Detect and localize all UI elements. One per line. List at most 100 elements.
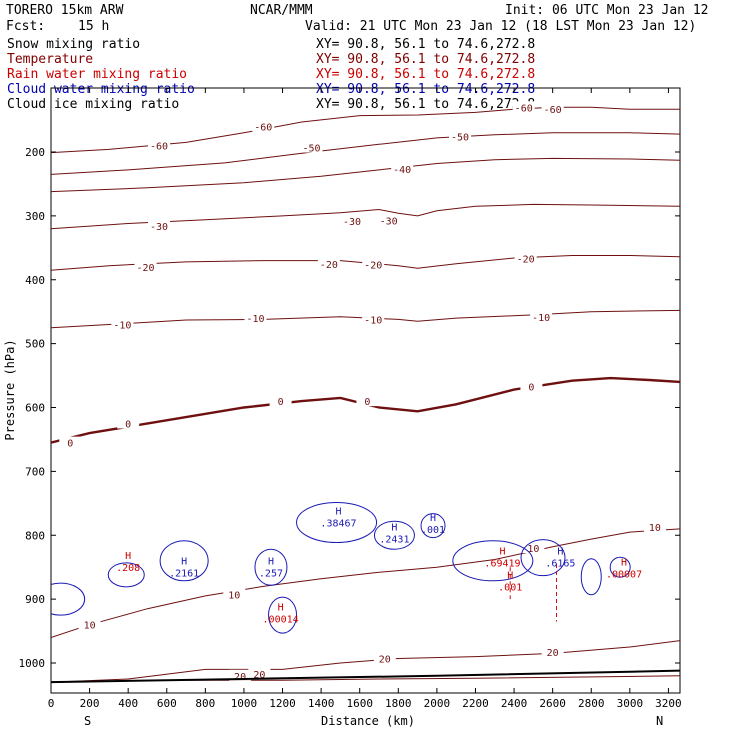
x-tick-label: 2200 [462,697,489,710]
isotherm-label: -10 [246,314,264,325]
x-tick-label: 0 [48,697,55,710]
isotherm-line [51,255,680,271]
legend-cross-section: XY= 90.8, 56.1 to 74.6,272.8 [316,82,535,97]
legend-entry: Rain water mixing ratio [7,67,187,82]
x-tick-label: 400 [118,697,138,710]
x-tick-label: 3200 [655,697,682,710]
x-tick-label: 3000 [617,697,644,710]
y-tick-label: 600 [25,402,45,415]
cloud-contour [107,562,145,588]
y-tick-label: 300 [25,210,45,223]
isotherm-line [51,376,680,444]
isotherm-label: 0 [278,397,284,408]
y-tick-label: 900 [25,593,45,606]
isotherm-label: -20 [320,260,338,271]
legend-entry: Snow mixing ratio [7,37,140,52]
legend-entry: Cloud ice mixing ratio [7,97,179,112]
isotherm-label: -30 [150,222,168,233]
isotherm-label: 10 [84,621,96,632]
fcst-label: Fcst: [6,19,45,34]
max-marker: H [125,551,131,562]
cloud-contour [51,582,86,616]
legend-cross-section: XY= 90.8, 56.1 to 74.6,272.8 [316,52,535,67]
axes: 0 200 400 600 800 1000 1200 1400 1600 1800 2000 220… [19,88,682,710]
x-tick-label: 1200 [269,697,296,710]
max-marker: H [557,547,563,558]
isotherm-label: 0 [125,419,131,430]
cloud-contour [580,558,602,596]
isotherm-line [51,528,680,638]
isotherm-line [51,309,680,329]
cloud-contour [609,556,631,578]
x-tick-label: 800 [195,697,215,710]
cloud-contour [520,539,566,577]
max-value-label: .257 [259,568,283,579]
isotherm-line [51,106,680,154]
fcst-value: 15 h [78,19,109,34]
max-value-label: .001 [498,582,522,593]
isotherm-label: 20 [547,648,559,659]
x-tick-label: 1000 [231,697,258,710]
isotherm-label: 10 [228,591,240,602]
legend-cross-section: XY= 90.8, 56.1 to 74.6,272.8 [316,67,535,82]
isotherm-label: -30 [343,217,361,228]
isotherm-label: 20 [253,670,265,681]
isotherm-label: 0 [528,382,534,393]
legend-cross-section: XY= 90.8, 56.1 to 74.6,272.8 [316,97,535,112]
cloud-contour [159,540,209,582]
max-value-label: .2161 [169,568,199,579]
max-marker: H [507,570,513,581]
max-value-label: .6165 [545,559,575,570]
max-value-label: .208 [116,563,140,574]
y-axis-label: Pressure (hPa) [3,339,17,440]
x-tick-label: 600 [157,697,177,710]
x-tick-label: 1400 [308,697,335,710]
x-tick-label: 200 [80,697,100,710]
isotherm-label: -30 [380,216,398,227]
isotherm-label: -60 [544,105,562,116]
isotherm-label: -10 [532,313,550,324]
y-tick-label: 400 [25,274,45,287]
isotherm-label: -50 [302,144,320,155]
isotherm-label: -20 [137,263,155,274]
isotherm-label: 10 [649,523,661,534]
legend-cross-section: XY= 90.8, 56.1 to 74.6,272.8 [316,37,535,52]
cloud-contour [254,548,288,586]
isotherm-line [51,203,680,230]
plot-frame [50,87,681,694]
x-tick-label: 1800 [385,697,412,710]
isotherm-label: -20 [517,255,535,266]
max-value-label: .001 [421,525,445,536]
x-tick-label: 2600 [539,697,566,710]
x-tick-label: 2800 [578,697,605,710]
plot-area: -60 -60 -60 -60 -50 -50 -40 -30 -30 -30 -20 -20 -20 -… [51,101,680,684]
isotherm-label: -10 [113,320,131,331]
isotherm-line [51,157,680,193]
max-marker: H [335,506,341,517]
y-tick-label: 700 [25,465,45,478]
max-marker: H [621,558,627,569]
isotherm-label: 20 [379,655,391,666]
max-marker: H [391,522,397,533]
legend: Snow mixing ratio XY= 90.8, 56.1 to 74.6,… [7,37,535,112]
legend-entry: Temperature [7,52,93,67]
y-tick-label: 500 [25,338,45,351]
y-tick-label: 800 [25,529,45,542]
max-value-label: .00007 [606,570,642,581]
cloud-contour [373,520,415,550]
max-value-label: .69419 [484,559,520,570]
max-marker: H [430,513,436,524]
max-value-label: .00014 [263,614,299,625]
isotherm-label: -10 [364,315,382,326]
valid-time: Valid: 21 UTC Mon 23 Jan 12 (18 LST Mon … [305,19,696,34]
legend-entry: Cloud water mixing ratio [7,82,195,97]
cloud-contour [452,540,534,582]
isotherm-label: 10 [527,544,539,555]
isotherm-line [51,132,680,175]
max-value-label: .2431 [379,534,409,545]
isotherm-label: 0 [364,397,370,408]
isotherm-label: -40 [393,165,411,176]
isotherm-label: -60 [515,103,533,114]
x-axis-label: Distance (km) [321,714,415,728]
